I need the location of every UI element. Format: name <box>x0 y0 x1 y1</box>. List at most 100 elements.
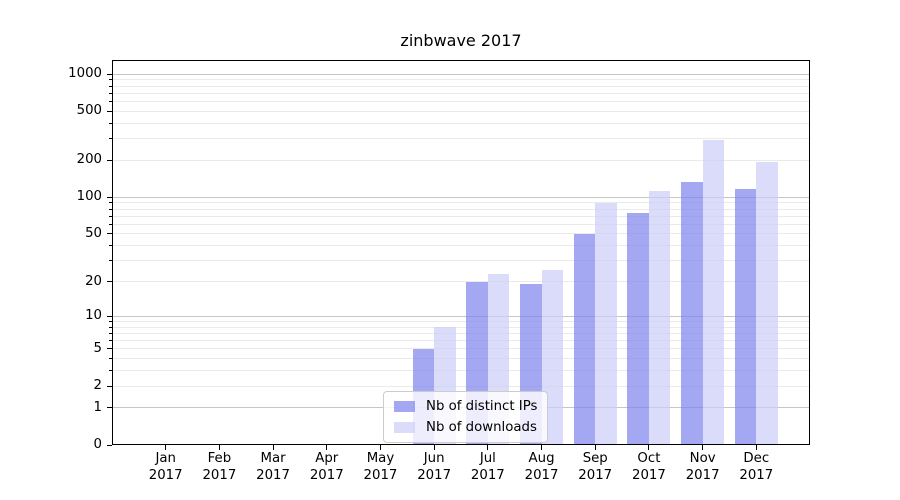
x-label-month: Aug <box>528 451 555 466</box>
x-label-year: 2017 <box>685 467 720 483</box>
x-label-year: 2017 <box>256 467 290 483</box>
gridline-200 <box>112 159 810 161</box>
y-tick-100 <box>107 196 112 198</box>
gridline-600 <box>112 101 810 103</box>
x-label-month: May <box>366 451 395 466</box>
y-tick-label-5: 5 <box>93 340 102 356</box>
y-minor-tick-90 <box>109 202 112 204</box>
legend: Nb of distinct IPs Nb of downloads <box>383 391 549 443</box>
y-tick-label-50: 50 <box>85 225 102 241</box>
x-tick-jul <box>487 445 489 450</box>
gridline-20 <box>112 281 810 283</box>
x-label-year: 2017 <box>148 467 183 483</box>
bar-dec-distinct-ips <box>734 189 757 445</box>
x-tick-oct <box>648 445 650 450</box>
y-minor-tick-300 <box>109 138 112 140</box>
bar-nov-downloads <box>702 140 725 445</box>
bar-dec-downloads <box>756 162 778 445</box>
gridline-40 <box>112 245 810 247</box>
x-tick-jan <box>165 445 167 450</box>
x-tick-apr <box>326 445 328 450</box>
x-label-month: Jun <box>423 451 445 466</box>
y-tick-label-20: 20 <box>85 273 102 289</box>
legend-swatch-distinct-ips <box>394 401 415 412</box>
x-label-month: Mar <box>260 451 286 466</box>
x-label-year: 2017 <box>363 467 398 483</box>
gridline-800 <box>112 85 810 87</box>
bar-sep-distinct-ips <box>573 233 596 445</box>
y-tick-label-200: 200 <box>76 152 102 168</box>
x-tick-label-oct: Oct 2017 <box>614 451 684 484</box>
gridline-70 <box>112 215 810 217</box>
legend-swatch-downloads <box>394 422 415 433</box>
y-tick-label-2: 2 <box>93 378 102 394</box>
x-label-year: 2017 <box>632 467 666 483</box>
x-tick-label-sep: Sep 2017 <box>560 451 630 484</box>
bar-nov-distinct-ips <box>681 181 703 445</box>
gridline-2 <box>112 385 810 387</box>
bar-oct-downloads <box>648 190 671 445</box>
y-minor-tick-600 <box>109 101 112 103</box>
x-label-month: Nov <box>689 451 716 466</box>
x-tick-label-jun: Jun 2017 <box>399 451 469 484</box>
legend-label-distinct-ips: Nb of distinct IPs <box>426 399 538 414</box>
gridline-400 <box>112 122 810 124</box>
y-tick-10 <box>107 315 112 317</box>
y-minor-tick-8 <box>109 326 112 328</box>
x-label-month: Sep <box>582 451 608 466</box>
x-tick-label-may: May 2017 <box>345 451 415 484</box>
gridline-90 <box>112 202 810 204</box>
x-tick-aug <box>541 445 543 450</box>
x-tick-label-mar: Mar 2017 <box>238 451 308 484</box>
y-tick-2 <box>107 385 112 387</box>
x-label-year: 2017 <box>417 467 452 483</box>
plot-area: Nb of distinct IPs Nb of downloads <box>112 60 810 445</box>
gridline-500 <box>112 110 810 112</box>
gridline-900 <box>112 79 810 81</box>
x-label-month: Oct <box>637 451 661 466</box>
gridline-60 <box>112 223 810 225</box>
y-tick-label-0: 0 <box>93 437 102 452</box>
legend-item-downloads: Nb of downloads <box>394 418 537 437</box>
x-tick-may <box>379 445 381 450</box>
y-minor-tick-900 <box>109 79 112 81</box>
legend-label-downloads: Nb of downloads <box>426 420 537 435</box>
y-tick-20 <box>107 281 112 283</box>
y-minor-tick-800 <box>109 85 112 87</box>
y-minor-tick-60 <box>109 223 112 225</box>
y-minor-tick-80 <box>109 208 112 210</box>
chart-title: zinbwave 2017 <box>400 31 522 50</box>
gridline-4 <box>112 358 810 360</box>
y-tick-200 <box>107 159 112 161</box>
x-label-year: 2017 <box>309 467 344 483</box>
gridline-8 <box>112 326 810 328</box>
gridline-50 <box>112 233 810 235</box>
y-tick-label-100: 100 <box>76 189 102 205</box>
y-tick-1 <box>107 407 112 409</box>
gridline-9 <box>112 320 810 322</box>
x-tick-jun <box>433 445 435 450</box>
y-tick-1000 <box>107 73 112 75</box>
x-tick-feb <box>218 445 220 450</box>
gridline-5 <box>112 348 810 350</box>
gridline-700 <box>112 92 810 94</box>
y-tick-50 <box>107 233 112 235</box>
x-label-year: 2017 <box>739 467 774 483</box>
bar-sep-downloads <box>595 202 617 445</box>
x-label-month: Jan <box>155 451 176 466</box>
x-tick-sep <box>594 445 596 450</box>
gridline-300 <box>112 138 810 140</box>
x-label-month: Dec <box>743 451 770 466</box>
y-minor-tick-70 <box>109 215 112 217</box>
x-tick-label-dec: Dec 2017 <box>721 451 791 484</box>
x-tick-label-jan: Jan 2017 <box>131 451 201 484</box>
gridline-6 <box>112 340 810 342</box>
y-tick-label-1: 1 <box>93 399 102 415</box>
y-minor-tick-40 <box>109 245 112 247</box>
x-tick-dec <box>755 445 757 450</box>
y-minor-tick-30 <box>109 260 112 262</box>
y-tick-5 <box>107 348 112 350</box>
legend-item-distinct-ips: Nb of distinct IPs <box>394 397 537 416</box>
gridline-3 <box>112 370 810 372</box>
gridline-30 <box>112 260 810 262</box>
